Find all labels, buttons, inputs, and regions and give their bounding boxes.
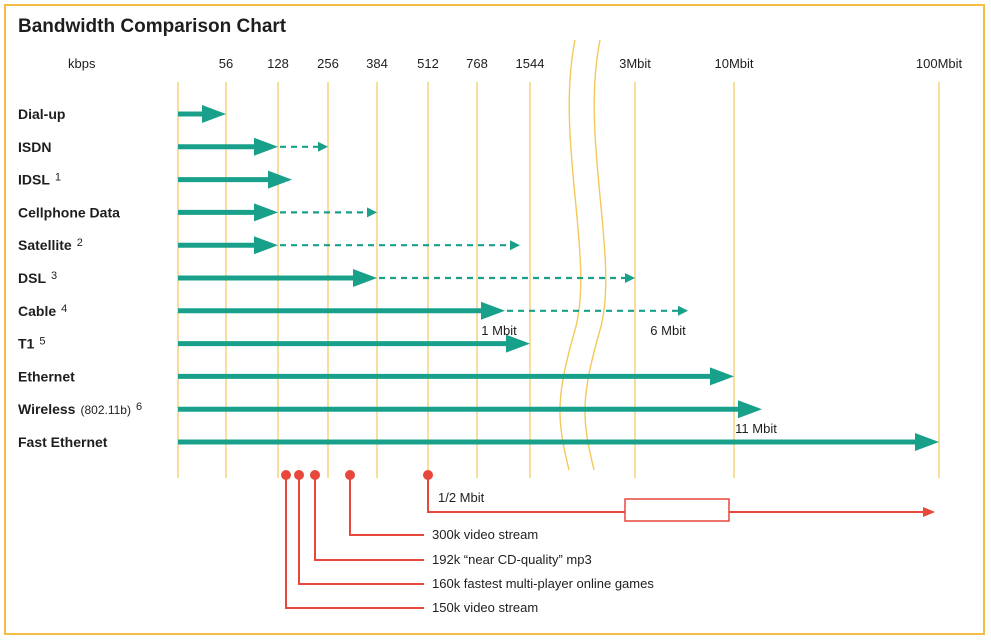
row-label-cable: Cable 4 [18, 303, 67, 319]
row-footnote-dsl: 3 [51, 270, 57, 282]
row-label-ethernet: Ethernet [18, 368, 75, 384]
row-label-cellphone-data: Cellphone Data [18, 204, 120, 220]
bar-head-satellite [254, 236, 278, 255]
row-name-dsl: DSL [18, 270, 46, 286]
axis-break-fill [559, 40, 606, 470]
tick-label-1544: 1544 [516, 56, 545, 71]
bar-head-cellphone-data [254, 203, 278, 222]
dashed-end-label-cable: 6 Mbit [650, 323, 686, 338]
tick-label-56: 56 [219, 56, 233, 71]
row-name-dial-up: Dial-up [18, 106, 65, 122]
bar-dashed-head-cable [678, 305, 688, 316]
annotation-192-leader [314, 475, 424, 561]
broadband-arrowhead [923, 507, 935, 517]
annotation-192-label: 192k “near CD-quality” mp3 [432, 552, 592, 567]
row-label-satellite: Satellite 2 [18, 237, 83, 253]
annotation-150-label: 150k video stream [432, 600, 538, 615]
tick-label-128: 128 [267, 56, 289, 71]
bar-head-dsl [353, 269, 377, 287]
bar-head-fast-ethernet [915, 433, 939, 451]
chart-title: Bandwidth Comparison Chart [18, 16, 287, 37]
bar-dashed-head-dsl [625, 273, 635, 283]
row-footnote-satellite: 2 [77, 237, 83, 249]
tick-label-100M: 100Mbit [916, 56, 963, 71]
row-label-t1: T1 5 [18, 336, 45, 352]
bar-dashed-head-isdn [318, 141, 328, 152]
axis-unit-label: kbps [68, 56, 96, 71]
row-footnote-wireless: 6 [136, 401, 142, 413]
broadband-line [427, 475, 925, 513]
row-name-satellite: Satellite [18, 237, 72, 253]
row-note-wireless: (802.11b) [80, 403, 130, 417]
bar-head-t1 [506, 334, 530, 353]
bar-head-isdn [254, 137, 278, 156]
tick-label-3M: 3Mbit [619, 56, 651, 71]
tick-label-768: 768 [466, 56, 488, 71]
annotation-160-label: 160k fastest multi-player online games [432, 576, 654, 591]
annotation-160-leader [298, 475, 424, 585]
row-name-idsl: IDSL [18, 172, 50, 188]
bar-head-cable [481, 301, 505, 320]
tick-label-384: 384 [366, 56, 388, 71]
row-label-idsl: IDSL 1 [18, 172, 61, 188]
row-name-wireless: Wireless [18, 401, 76, 417]
tick-label-256: 256 [317, 56, 339, 71]
chart-frame [4, 4, 985, 635]
end-label-wireless: 11 Mbit [735, 421, 777, 436]
row-label-fast-ethernet: Fast Ethernet [18, 434, 108, 450]
row-name-ethernet: Ethernet [18, 368, 75, 384]
bar-head-idsl [268, 170, 292, 189]
row-label-isdn: ISDN [18, 139, 51, 155]
annotation-150-leader [285, 475, 424, 609]
end-label-cable: 1 Mbit [481, 323, 517, 338]
axis-break-right [584, 39, 607, 471]
tick-label-10M: 10Mbit [714, 56, 753, 71]
bar-head-ethernet [710, 367, 734, 386]
row-footnote-cable: 4 [61, 303, 67, 315]
bar-dashed-head-satellite [510, 240, 520, 251]
row-label-dial-up: Dial-up [18, 106, 65, 122]
row-footnote-idsl: 1 [55, 172, 61, 184]
row-label-wireless: Wireless (802.11b) 6 [18, 401, 142, 417]
row-name-fast-ethernet: Fast Ethernet [18, 434, 108, 450]
annotation-300-label: 300k video stream [432, 527, 538, 542]
row-name-t1: T1 [18, 336, 35, 352]
row-name-cellphone-data: Cellphone Data [18, 204, 120, 220]
tick-label-512: 512 [417, 56, 439, 71]
broadband-box [624, 498, 730, 522]
bar-dashed-head-cellphone-data [367, 207, 377, 218]
bar-head-wireless [738, 400, 762, 419]
annotation-300-leader [349, 475, 424, 536]
bar-head-dial-up [202, 105, 226, 123]
row-label-dsl: DSL 3 [18, 270, 57, 286]
row-footnote-t1: 5 [39, 336, 45, 348]
row-name-isdn: ISDN [18, 139, 51, 155]
broadband-start-label: 1/2 Mbit [438, 490, 485, 505]
row-name-cable: Cable [18, 303, 56, 319]
